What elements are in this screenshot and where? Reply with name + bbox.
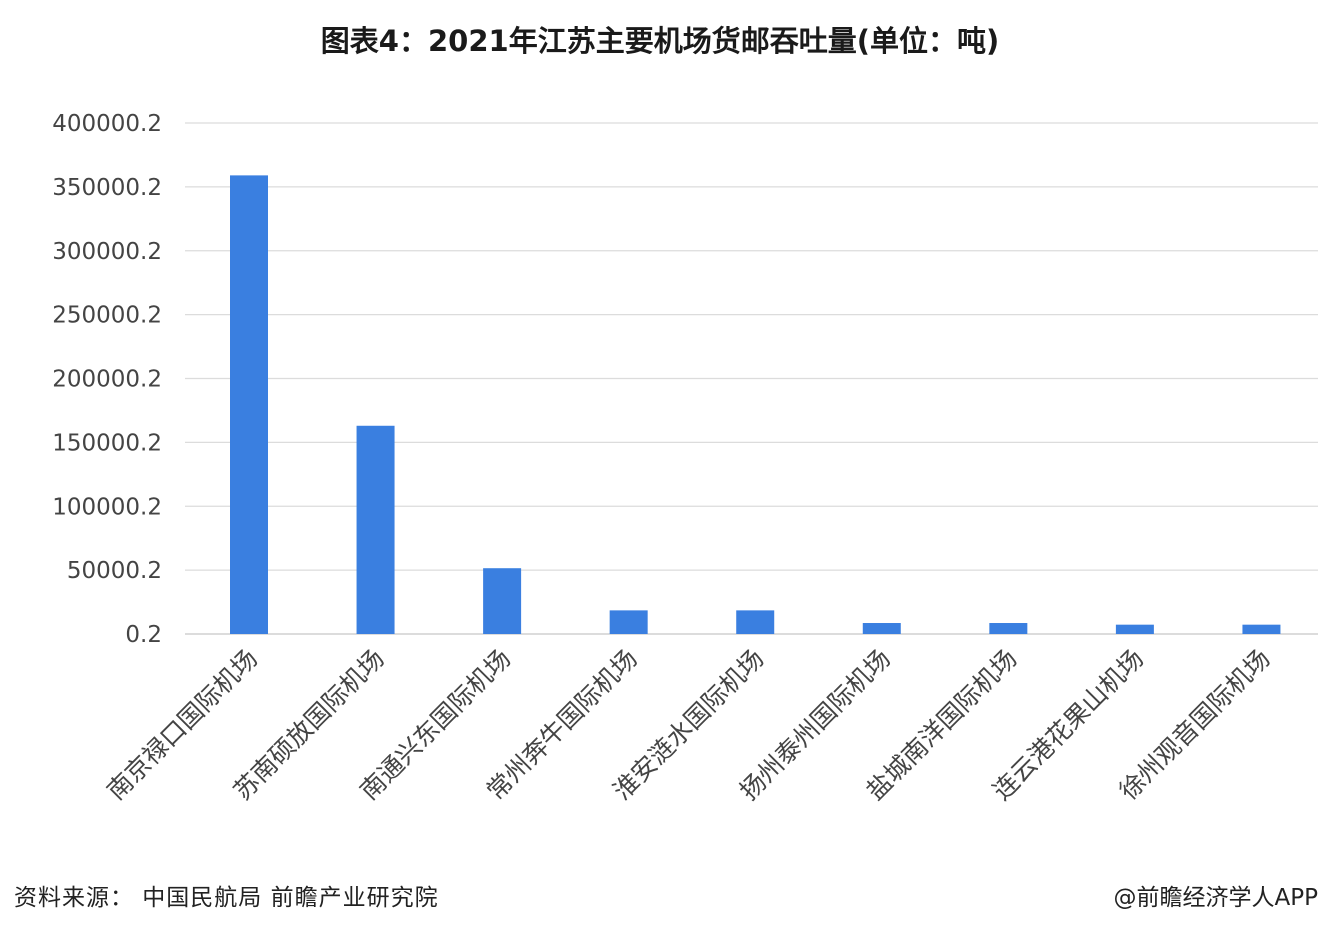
bar [989,623,1028,634]
y-tick-label: 200000.2 [52,367,162,393]
y-tick-label: 350000.2 [52,175,162,201]
gridlines [185,122,1318,635]
y-tick-label: 400000.2 [52,111,162,137]
y-tick-label: 50000.2 [67,558,162,584]
y-tick-label: 300000.2 [52,239,162,265]
x-axis-ticks: 南京禄口国际机场苏南硕放国际机场南通兴东国际机场常州奔牛国际机场淮安涟水国际机场… [101,644,1275,806]
y-tick-label: 250000.2 [52,303,162,329]
bar [1115,624,1154,634]
bars [230,175,1281,635]
brand-label: @前瞻经济学人APP [1113,885,1318,911]
bar [609,610,648,634]
bar [230,175,268,635]
y-tick-label: 0.2 [125,622,162,648]
source-note: 资料来源： 中国民航局 前瞻产业研究院 [14,885,439,911]
chart-title: 图表4：2021年江苏主要机场货邮吞吐量(单位：吨) [320,24,1000,58]
y-axis-ticks: 400000.2 350000.2 300000.2 250000.2 200000.2… [52,111,162,648]
y-tick-label: 150000.2 [52,430,162,456]
bar [1242,624,1281,634]
bar [483,568,522,634]
bar [862,623,901,634]
bar [356,425,395,634]
bar [736,610,775,634]
y-tick-label: 100000.2 [52,494,162,520]
